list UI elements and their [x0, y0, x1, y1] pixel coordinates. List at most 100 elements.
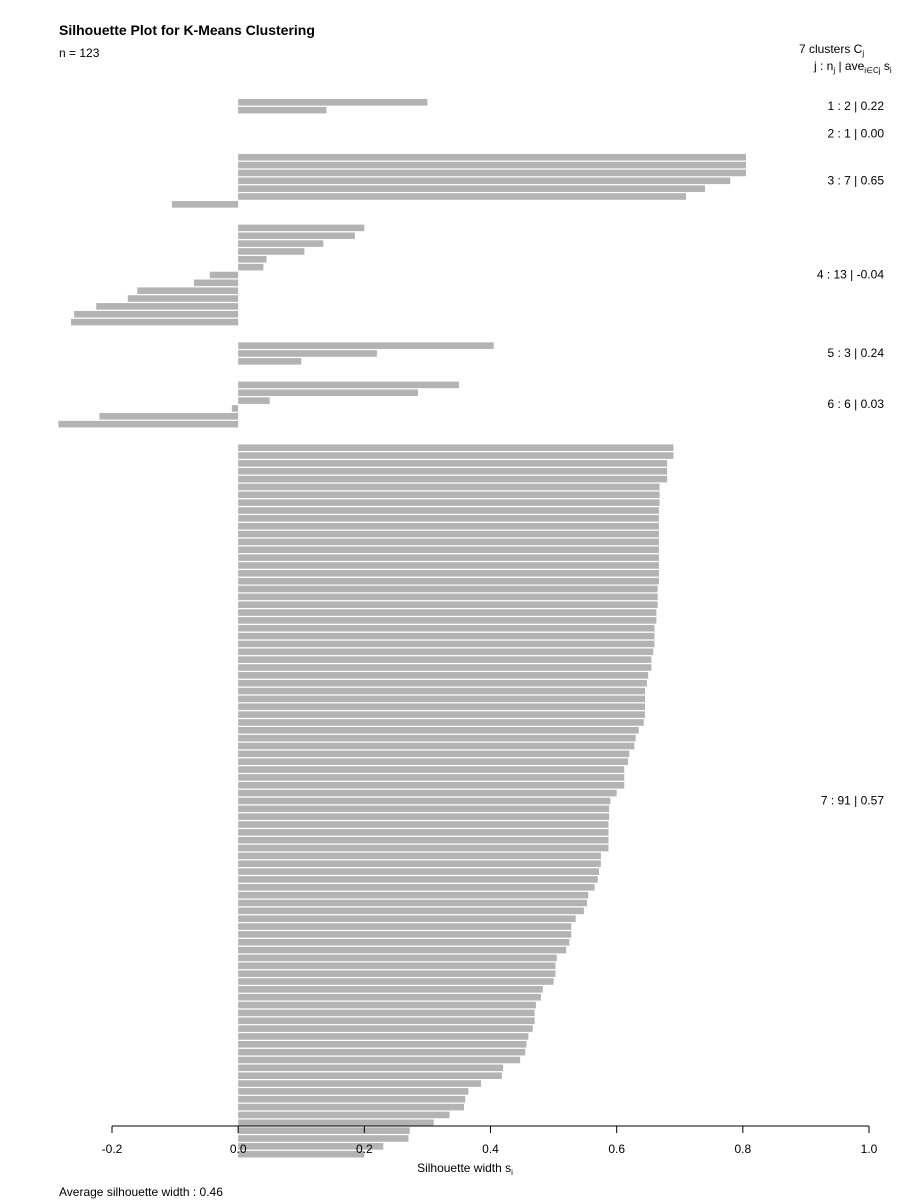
silhouette-bar [238, 986, 543, 993]
silhouette-bar [238, 224, 365, 232]
legend-header-b-sub: i∈Cj [864, 66, 881, 75]
silhouette-bar [238, 522, 659, 530]
cluster-label: 1 : 2 | 0.22 [828, 99, 885, 113]
x-tick-label: 0.0 [230, 1142, 247, 1156]
silhouette-bar [238, 632, 655, 640]
silhouette-bar [238, 397, 270, 404]
cluster-label: 4 : 13 | -0.04 [817, 268, 884, 282]
silhouette-bar [238, 546, 659, 554]
silhouette-bar [238, 672, 649, 679]
silhouette-bar [238, 648, 654, 656]
silhouette-bar [238, 1095, 466, 1103]
silhouette-bar [238, 593, 658, 601]
silhouette-bar [238, 232, 355, 240]
silhouette-bar [238, 891, 589, 899]
x-tick-label: 0.8 [734, 1142, 751, 1156]
silhouette-bar [238, 954, 557, 962]
silhouette-bar [58, 420, 239, 428]
silhouette-bar [238, 899, 588, 907]
silhouette-bar [99, 413, 239, 420]
silhouette-bar [238, 1025, 533, 1032]
silhouette-bar [238, 931, 572, 938]
silhouette-bar [238, 813, 610, 820]
silhouette-bar [238, 923, 572, 930]
silhouette-bar [238, 1119, 434, 1127]
silhouette-bar [238, 821, 609, 828]
silhouette-bar [96, 303, 239, 310]
silhouette-bar [238, 248, 305, 255]
x-axis-ticks: -0.2 0.0 0.2 0.4 0.6 0.8 1.0 [102, 1126, 878, 1156]
silhouette-bar [238, 978, 554, 985]
chart-subtitle: n = 123 [59, 46, 100, 60]
silhouette-bar [238, 452, 674, 459]
silhouette-bar [238, 1041, 527, 1048]
silhouette-bar [238, 1135, 409, 1142]
silhouette-bar [238, 515, 659, 522]
silhouette-bar [238, 475, 668, 483]
silhouette-bar [238, 177, 731, 185]
silhouette-bar [238, 758, 629, 765]
x-axis: -0.2 0.0 0.2 0.4 0.6 0.8 1.0 Silhouette width … [102, 1125, 878, 1177]
silhouette-bar [238, 256, 267, 263]
silhouette-bar [231, 405, 239, 412]
silhouette-bar [238, 562, 659, 569]
silhouette-bar [238, 876, 598, 883]
silhouette-bar [238, 805, 610, 813]
cluster-label: 7 : 91 | 0.57 [821, 794, 884, 808]
legend-title-text: 7 clusters C [799, 42, 863, 56]
silhouette-bar [238, 381, 459, 389]
silhouette-bar [238, 507, 659, 514]
cluster-label: 5 : 3 | 0.24 [828, 346, 885, 360]
silhouette-bar [74, 310, 239, 318]
silhouette-bar [238, 844, 609, 852]
silhouette-bar [238, 358, 302, 365]
silhouette-bar [238, 499, 660, 506]
silhouette-bar [238, 491, 660, 499]
silhouette-bar [238, 884, 595, 891]
cluster-label: 2 : 1 | 0.00 [828, 126, 885, 140]
silhouette-bar [238, 742, 635, 750]
x-tick-label: 0.4 [482, 1142, 499, 1156]
cluster-labels: 1 : 2 | 0.22 2 : 1 | 0.00 3 : 7 | 0.65 4 : … [817, 99, 884, 808]
silhouette-bar [238, 1080, 482, 1087]
silhouette-bar [137, 287, 239, 294]
silhouette-bar [238, 169, 746, 177]
silhouette-bar [238, 1001, 536, 1009]
x-axis-label-sub: i [511, 1168, 513, 1177]
silhouette-bar [238, 664, 652, 671]
silhouette-bar [238, 585, 658, 593]
x-tick-label: 1.0 [861, 1142, 878, 1156]
silhouette-bar [238, 1033, 529, 1040]
silhouette-bar [238, 656, 652, 663]
silhouette-bar [238, 868, 600, 875]
x-axis-label: Silhouette width si [417, 1161, 513, 1177]
silhouette-bar [209, 271, 239, 279]
silhouette-bar [238, 609, 657, 616]
silhouette-bar [238, 907, 584, 915]
silhouette-bar [238, 774, 625, 781]
silhouette-bar [238, 687, 646, 695]
silhouette-bar [238, 624, 655, 632]
silhouette-bar [238, 797, 611, 805]
silhouette-bar [238, 1143, 384, 1150]
silhouette-bar [238, 240, 324, 247]
silhouette-bar [238, 719, 644, 726]
silhouette-bar [238, 193, 687, 200]
silhouette-bar [238, 161, 746, 169]
silhouette-bar [238, 970, 556, 977]
silhouette-bar [238, 836, 609, 844]
silhouette-bar [238, 962, 556, 970]
silhouette-bar [238, 153, 746, 161]
silhouette-bar [238, 570, 659, 577]
chart-title: Silhouette Plot for K-Means Clustering [59, 22, 315, 38]
silhouette-bar [238, 727, 639, 734]
silhouette-bar [238, 601, 658, 608]
silhouette-bar [238, 734, 636, 742]
legend-title: 7 clusters Cj [799, 42, 864, 58]
silhouette-bar [238, 766, 625, 773]
x-tick-label: 0.6 [608, 1142, 625, 1156]
silhouette-bar [238, 1103, 465, 1111]
silhouette-bar [238, 350, 377, 357]
legend-header-b: | ave [835, 59, 864, 73]
silhouette-bar [238, 852, 601, 860]
